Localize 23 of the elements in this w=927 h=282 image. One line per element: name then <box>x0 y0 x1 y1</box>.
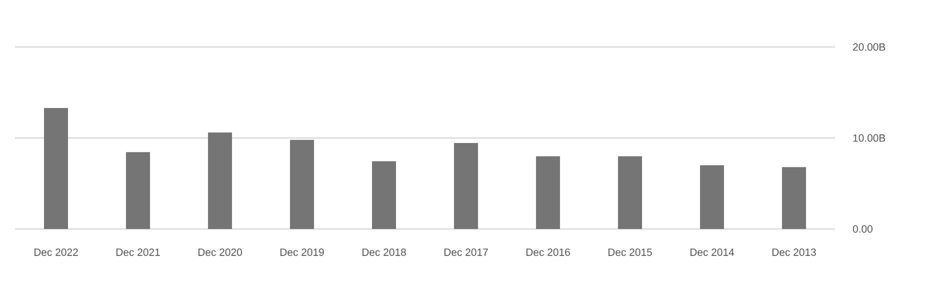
x-tick-label: Dec 2018 <box>362 248 406 256</box>
x-tick-label: Dec 2014 <box>690 248 734 256</box>
x-tick-label: Dec 2016 <box>526 248 570 256</box>
bar <box>700 165 724 229</box>
x-tick-label: Dec 2019 <box>280 248 324 256</box>
x-tick-label: Dec 2015 <box>608 248 652 256</box>
x-tick-label: Dec 2017 <box>444 248 488 256</box>
x-tick-label: Dec 2020 <box>198 248 242 256</box>
bar <box>372 161 396 229</box>
bar <box>208 132 232 229</box>
x-tick-label: Dec 2022 <box>34 248 78 256</box>
bar <box>536 156 560 229</box>
y-tick-label: 10.00B <box>853 134 886 142</box>
bar <box>44 108 68 229</box>
bar <box>454 143 478 229</box>
y-tick-label: 20.00B <box>853 43 886 51</box>
bar <box>782 167 806 229</box>
bar <box>618 156 642 229</box>
y-tick-label: 0.00 <box>852 225 872 233</box>
x-tick-label: Dec 2013 <box>772 248 816 256</box>
bar <box>126 152 150 229</box>
x-tick-label: Dec 2021 <box>116 248 160 256</box>
bar <box>290 140 314 229</box>
